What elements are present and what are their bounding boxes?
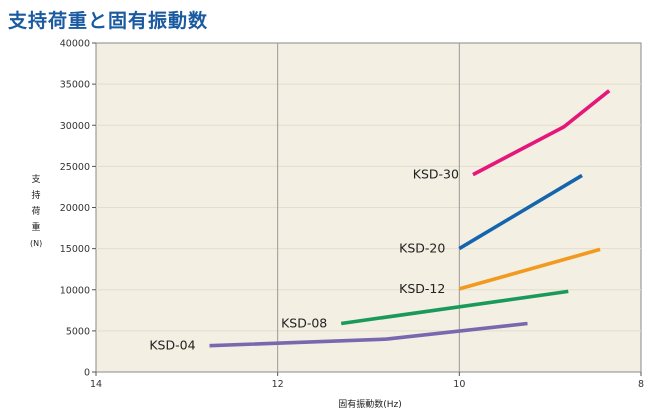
x-tick-label: 14	[90, 379, 102, 390]
x-tick-label: 12	[272, 379, 284, 390]
series-label: KSD-30	[413, 167, 459, 182]
series-line	[458, 173, 583, 251]
y-tick-label: 0	[84, 368, 90, 379]
y-axis-label-char: 支	[31, 175, 41, 185]
x-tick-label: 8	[638, 379, 644, 390]
y-tick-label: 35000	[60, 80, 90, 91]
x-axis-label: 固有振動数(Hz)	[338, 400, 402, 410]
series-line	[458, 247, 601, 291]
series-label: KSD-04	[149, 338, 195, 353]
y-tick-label: 30000	[60, 121, 90, 132]
y-tick-label: 15000	[60, 244, 90, 255]
page-title: 支持荷重と固有振動数	[8, 10, 209, 32]
y-axis-label-char: 荷	[31, 207, 41, 217]
series-label: KSD-12	[399, 281, 445, 296]
series-label: KSD-08	[281, 315, 327, 330]
y-axis-label-char: 重	[31, 223, 41, 233]
y-tick-label: 25000	[60, 162, 90, 173]
series-line	[340, 289, 569, 326]
y-axis-label: 支 持 荷 重 (N)	[30, 172, 42, 252]
series-line	[472, 89, 611, 177]
series-line	[209, 321, 528, 348]
y-tick-label: 20000	[60, 203, 90, 214]
y-axis-label-char: 持	[31, 191, 41, 201]
x-tick-label: 10	[453, 379, 465, 390]
y-tick-label: 40000	[60, 39, 90, 50]
y-tick-label: 5000	[66, 326, 90, 337]
y-axis-label-unit: (N)	[30, 239, 43, 248]
y-tick-label: 10000	[60, 285, 90, 296]
series-label: KSD-20	[399, 241, 445, 256]
